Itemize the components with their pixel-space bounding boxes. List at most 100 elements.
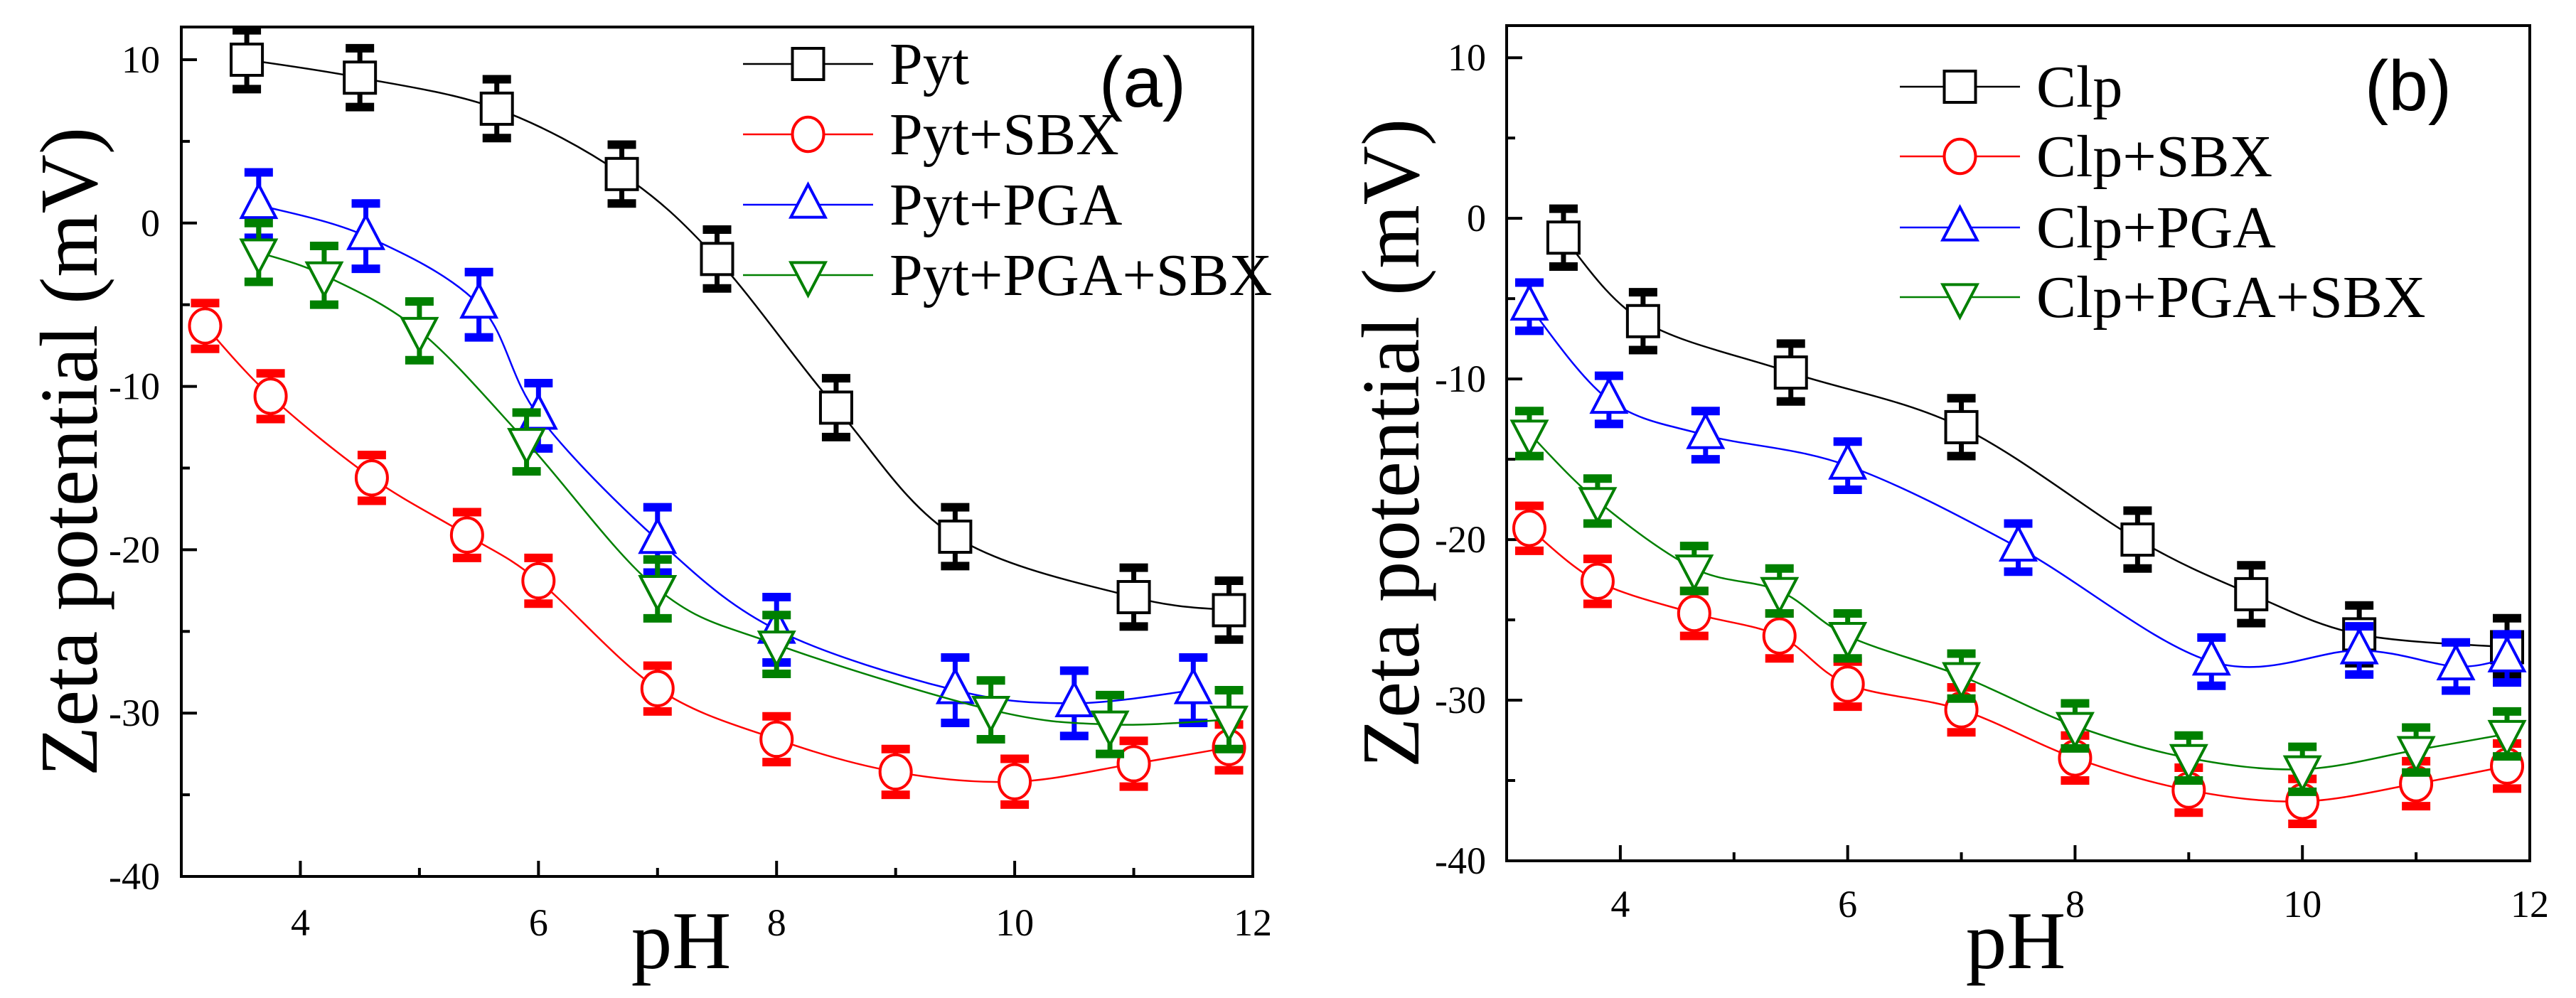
data-point: [1686, 412, 1726, 449]
x-tick-label: 12: [1234, 901, 1272, 944]
data-point: [1998, 524, 2038, 562]
data-point: [1054, 680, 1094, 718]
legend-marker: [788, 261, 828, 299]
x-axis-title: pH: [631, 896, 732, 986]
y-tick-label: -40: [1435, 839, 1486, 882]
x-axis-title: pH: [1966, 896, 2066, 986]
data-point: [1173, 667, 1213, 704]
x-tick-label: 10: [2283, 883, 2321, 925]
legend-label: Clp+SBX: [2036, 124, 2272, 190]
series-clp-pga-sbx: [1509, 407, 2527, 796]
x-tick-label: 4: [1610, 883, 1630, 925]
legend-marker: [1942, 70, 1977, 104]
data-point: [230, 42, 264, 77]
data-point: [2487, 719, 2527, 758]
data-point: [971, 695, 1011, 734]
data-point: [1828, 622, 1868, 660]
data-point: [935, 667, 975, 704]
data-point: [2191, 638, 2231, 676]
data-point: [818, 390, 853, 425]
y-tick-label: -20: [109, 528, 160, 571]
data-point: [1830, 665, 1865, 703]
data-point: [604, 156, 639, 191]
y-tick-label: -30: [1435, 679, 1486, 721]
series-line: [1529, 306, 2508, 668]
data-point: [2282, 755, 2322, 793]
data-point: [1762, 617, 1797, 655]
data-point: [1773, 355, 1808, 390]
data-point: [1580, 562, 1615, 601]
panel-label: (a): [1099, 43, 1186, 122]
data-point: [1509, 283, 1549, 321]
data-point: [354, 459, 389, 497]
data-point: [938, 520, 973, 554]
data-point: [2169, 744, 2208, 782]
legend-label: Pyt+SBX: [889, 102, 1119, 168]
data-point: [1509, 419, 1549, 457]
series-pyt-sbx: [188, 299, 1246, 809]
data-point: [1589, 376, 1629, 414]
y-tick-label: -40: [109, 855, 160, 898]
y-tick-label: -10: [1435, 358, 1486, 400]
data-point: [640, 670, 675, 707]
legend-label: Pyt: [889, 31, 969, 97]
data-point: [1625, 304, 1660, 338]
data-point: [638, 574, 678, 613]
legend-marker: [1940, 283, 1980, 321]
data-point: [1677, 594, 1711, 633]
data-point: [1944, 409, 1979, 444]
plot-frame: [180, 26, 1254, 878]
plot-frame: [1505, 24, 2531, 862]
data-point: [449, 516, 484, 554]
legend-label: Pyt+PGA+SBX: [889, 242, 1272, 308]
data-point: [1674, 554, 1714, 592]
x-tick-label: 6: [1838, 883, 1857, 925]
y-tick-label: -10: [109, 365, 160, 408]
data-point: [1942, 662, 1982, 700]
data-point: [1116, 745, 1151, 783]
data-point: [638, 516, 678, 554]
y-axis-title: Zeta potential (mV): [1346, 119, 1436, 768]
x-tick-label: 4: [291, 901, 310, 944]
y-tick-label: 0: [141, 202, 160, 245]
data-point: [2234, 576, 2269, 611]
data-point: [239, 238, 279, 277]
legend-marker: [788, 181, 828, 219]
series-clp-pga: [1509, 278, 2527, 695]
chart-panel-a: -40 -30 -20 -10 0 10 4 6 8 10 12 pH Zeta potential (…: [24, 26, 1272, 986]
data-point: [346, 213, 386, 250]
data-point: [1090, 710, 1130, 748]
data-point: [759, 720, 794, 758]
y-tick-label: 0: [1467, 197, 1486, 240]
data-point: [1512, 510, 1546, 547]
data-point: [400, 316, 439, 355]
series-pyt-pga-sbx: [239, 218, 1249, 758]
legend-label: Clp: [2036, 54, 2122, 120]
data-point: [1212, 593, 1246, 628]
x-tick-label: 12: [2511, 883, 2549, 925]
y-axis-title: Zeta potential (mV): [24, 127, 114, 776]
data-point: [188, 307, 223, 345]
data-point: [700, 242, 734, 277]
legend-marker: [1940, 204, 1980, 242]
y-tick-label: 10: [1448, 36, 1486, 79]
data-point: [1116, 580, 1151, 615]
data-point: [343, 60, 378, 95]
y-tick-label: 10: [122, 38, 160, 81]
data-point: [507, 428, 547, 466]
data-point: [2396, 736, 2436, 773]
data-point: [479, 91, 514, 126]
legend-label: Pyt+PGA: [889, 172, 1123, 238]
legend-marker: [1942, 137, 1977, 176]
data-point: [878, 753, 913, 791]
series-pyt: [230, 26, 1246, 644]
legend-label: Clp+PGA+SBX: [2036, 264, 2426, 331]
chart-panel-b: -40 -30 -20 -10 0 10 4 6 8 10 12 pH Zeta potential (…: [1346, 24, 2549, 986]
legend-marker: [791, 47, 825, 81]
data-point: [459, 281, 499, 319]
x-tick-label: 10: [995, 901, 1034, 944]
x-tick-label: 8: [2065, 883, 2085, 925]
data-point: [304, 261, 344, 299]
data-point: [1760, 576, 1800, 615]
